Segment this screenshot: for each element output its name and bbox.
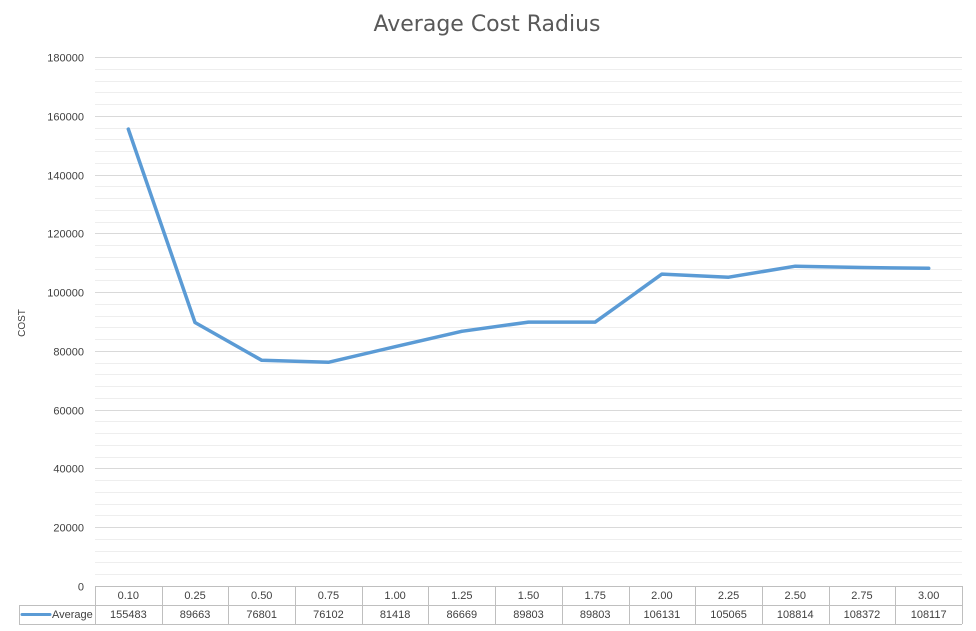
legend-label: Average — [52, 609, 93, 621]
minor-gridlines — [95, 69, 962, 575]
data-table-value: 108372 — [844, 609, 881, 621]
y-tick-label: 60000 — [53, 406, 84, 418]
data-table-value: 89663 — [180, 609, 211, 621]
data-table: 0.10 0.25 0.50 0.75 1.00 1.25 1.50 1.75 2.00 2.25… — [19, 586, 963, 625]
data-table-value: 76102 — [313, 609, 344, 621]
data-point — [393, 345, 397, 349]
data-point — [326, 360, 330, 364]
data-table-value: 105065 — [710, 609, 747, 621]
y-axis-title: COST — [17, 309, 28, 337]
data-point — [193, 321, 197, 324]
x-tick-label: 1.00 — [384, 590, 405, 602]
series-layer — [126, 127, 931, 365]
data-point — [260, 358, 264, 362]
y-tick-label: 20000 — [53, 523, 84, 535]
y-tick-label: 120000 — [47, 229, 84, 241]
y-tick-label: 80000 — [53, 347, 84, 359]
y-tick-label: 180000 — [47, 53, 84, 65]
x-tick-label: 2.75 — [851, 590, 872, 602]
y-tick-label: 160000 — [47, 112, 84, 124]
y-axis-ticks: 0 20000 40000 60000 80000 100000 120000 140000 1… — [47, 53, 84, 594]
y-tick-label: 140000 — [47, 171, 84, 183]
x-tick-label: 1.75 — [584, 590, 605, 602]
data-point — [660, 272, 664, 276]
chart-title: Average Cost Radius — [373, 12, 600, 37]
x-tick-label: 0.50 — [251, 590, 272, 602]
data-point — [527, 320, 530, 324]
data-table-value: 89803 — [513, 609, 544, 621]
y-tick-label: 0 — [78, 582, 84, 594]
data-point — [860, 266, 864, 269]
y-tick-label: 40000 — [53, 464, 84, 476]
data-table-value: 106131 — [644, 609, 681, 621]
x-tick-label: 0.25 — [184, 590, 205, 602]
data-point — [593, 320, 597, 324]
data-table-value: 86669 — [447, 609, 478, 621]
data-table-value: 108117 — [911, 609, 947, 621]
data-point — [727, 275, 731, 279]
data-point — [793, 264, 797, 268]
x-tick-label: 1.50 — [518, 590, 539, 602]
data-point — [460, 329, 464, 333]
data-table-value: 81418 — [380, 609, 411, 621]
x-tick-label: 0.10 — [118, 590, 139, 602]
x-tick-label: 3.00 — [918, 590, 939, 602]
data-table-value: 155483 — [110, 609, 147, 621]
x-tick-label: 0.75 — [318, 590, 339, 602]
x-tick-label: 1.25 — [451, 590, 472, 602]
data-point — [126, 127, 130, 131]
data-table-value: 89803 — [580, 609, 611, 621]
data-point — [927, 266, 931, 270]
y-tick-label: 100000 — [47, 288, 84, 300]
data-table-value: 108814 — [777, 609, 814, 621]
x-tick-label: 2.50 — [785, 590, 806, 602]
x-tick-label: 2.00 — [651, 590, 672, 602]
x-tick-label: 2.25 — [718, 590, 739, 602]
data-table-value: 76801 — [246, 609, 277, 621]
